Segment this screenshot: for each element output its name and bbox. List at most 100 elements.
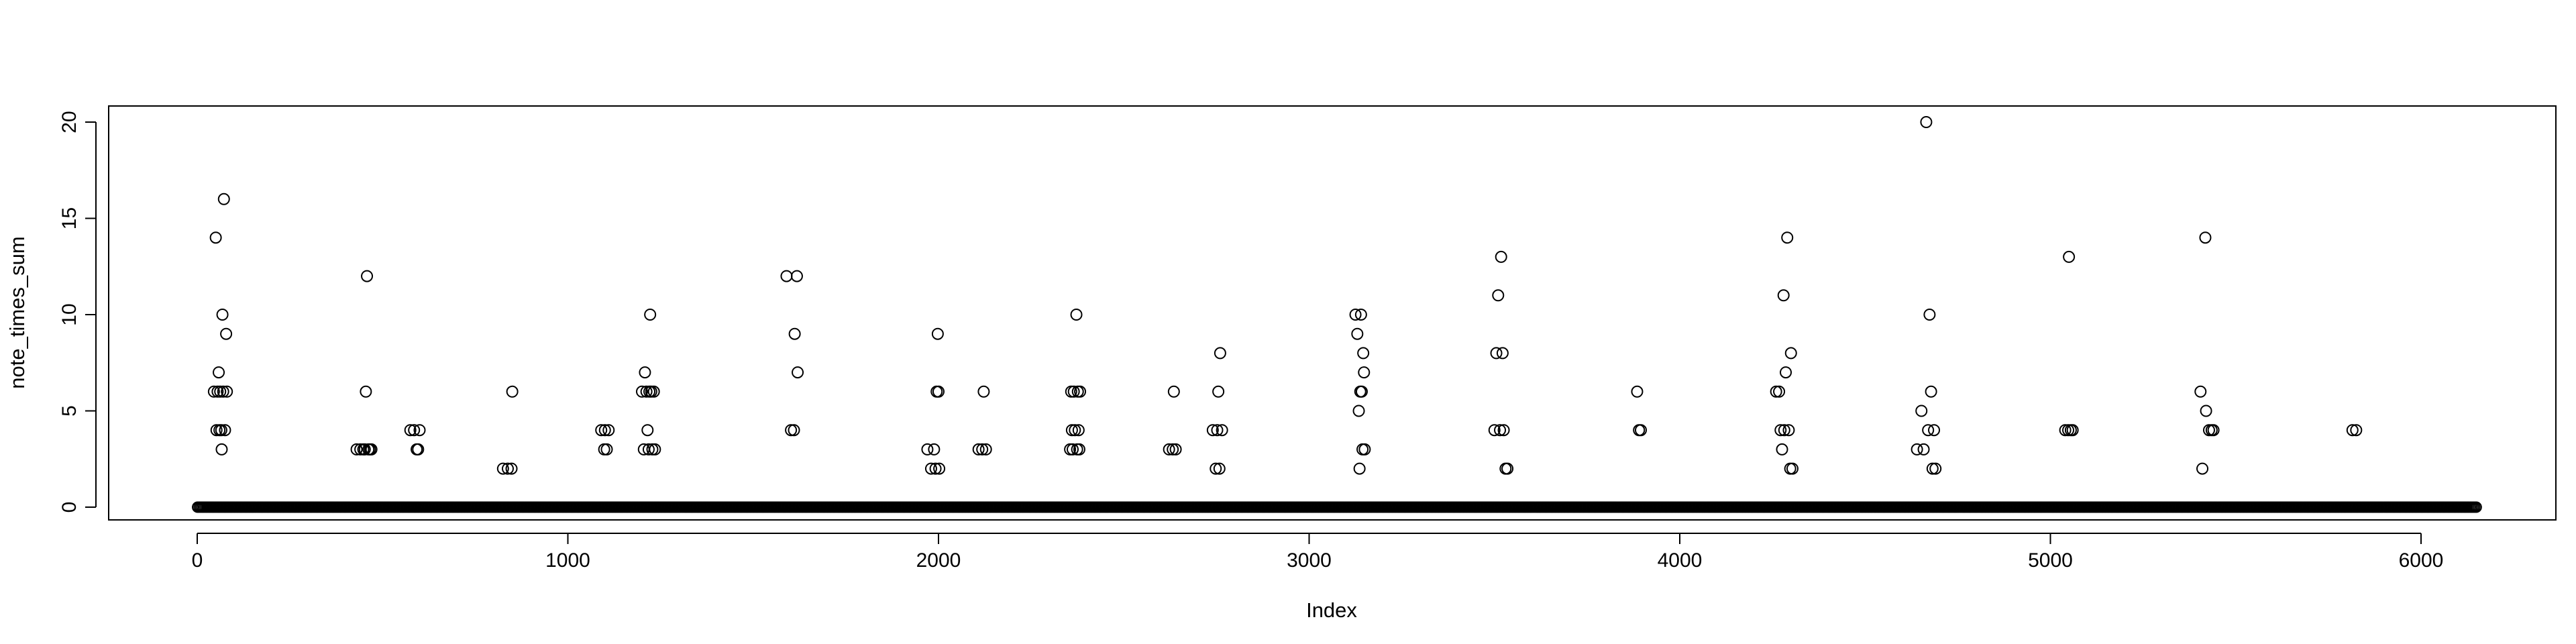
- data-point: [1501, 462, 1514, 475]
- data-point: [1770, 385, 1782, 398]
- data-point: [213, 366, 225, 379]
- data-point: [1488, 424, 1501, 437]
- data-point: [1929, 462, 1942, 475]
- data-point: [929, 462, 942, 475]
- data-point: [1780, 366, 1792, 379]
- data-point: [642, 443, 655, 455]
- data-point: [1354, 309, 1367, 321]
- y-tick-label: 10: [58, 303, 80, 325]
- data-point: [921, 443, 934, 455]
- data-point: [1358, 366, 1371, 379]
- data-points: [207, 116, 2363, 475]
- data-point: [1169, 443, 1182, 455]
- data-point: [408, 424, 421, 437]
- data-point: [1495, 250, 1507, 263]
- data-point: [1920, 116, 1933, 128]
- data-point: [1781, 231, 1794, 244]
- data-point: [931, 327, 944, 340]
- baseline-points: [192, 501, 2482, 513]
- data-point: [641, 424, 654, 437]
- data-point: [595, 424, 608, 437]
- data-point: [413, 424, 426, 437]
- y-axis: 0 5 10 15 20: [58, 111, 97, 513]
- x-tick-label: 3000: [1287, 549, 1332, 572]
- data-point: [2196, 462, 2209, 475]
- data-point: [639, 366, 651, 379]
- y-tick-label: 0: [58, 502, 80, 513]
- data-point: [1774, 424, 1787, 437]
- data-point: [1776, 443, 1788, 455]
- data-point: [1778, 424, 1790, 437]
- data-point: [216, 309, 229, 321]
- data-point: [221, 385, 233, 398]
- data-point: [1074, 385, 1087, 398]
- data-point: [209, 231, 222, 244]
- data-point: [1925, 385, 1937, 398]
- data-point: [636, 385, 648, 398]
- data-point: [1357, 347, 1370, 360]
- data-point: [1496, 347, 1509, 360]
- x-axis-label: Index: [1306, 598, 1357, 622]
- data-point: [932, 385, 945, 398]
- data-point: [1351, 327, 1364, 340]
- data-point: [1355, 385, 1368, 398]
- data-point: [1358, 443, 1371, 455]
- data-point: [496, 462, 509, 475]
- data-point: [976, 443, 989, 455]
- data-point: [1915, 405, 1928, 417]
- y-axis-label: note_times_sum: [5, 236, 29, 388]
- data-point: [972, 443, 985, 455]
- data-point: [1631, 385, 1644, 398]
- data-point: [1210, 462, 1222, 475]
- data-point: [2346, 424, 2359, 437]
- data-point: [977, 385, 990, 398]
- data-point: [1926, 462, 1939, 475]
- data-point: [788, 327, 801, 340]
- data-point: [217, 193, 230, 205]
- x-tick-label: 6000: [2399, 549, 2444, 572]
- data-point: [1634, 424, 1647, 437]
- data-point: [2194, 385, 2207, 398]
- y-tick-label: 15: [58, 207, 80, 229]
- data-point: [365, 443, 378, 455]
- data-point: [210, 424, 223, 437]
- data-point: [1497, 424, 1510, 437]
- data-point: [2059, 424, 2072, 437]
- data-point: [360, 385, 372, 398]
- data-point: [788, 424, 800, 437]
- data-point: [1073, 443, 1085, 455]
- data-point: [219, 424, 231, 437]
- data-point: [1214, 347, 1226, 360]
- data-point: [1773, 385, 1786, 398]
- data-point: [598, 443, 610, 455]
- data-point: [1163, 443, 1175, 455]
- data-point: [506, 385, 519, 398]
- data-point: [1213, 462, 1226, 475]
- data-point: [2350, 424, 2363, 437]
- data-point: [1922, 424, 1935, 437]
- data-point: [412, 443, 425, 455]
- data-point: [979, 443, 992, 455]
- data-point: [1167, 385, 1180, 398]
- data-point: [207, 385, 220, 398]
- data-point: [350, 443, 363, 455]
- data-point: [644, 309, 657, 321]
- data-point: [640, 385, 653, 398]
- x-axis: 0 1000 2000 3000 4000 5000 6000: [192, 533, 2444, 572]
- data-point: [1786, 462, 1799, 475]
- data-point: [1917, 443, 1930, 455]
- data-point: [214, 385, 227, 398]
- data-point: [501, 462, 514, 475]
- data-point: [1353, 462, 1366, 475]
- data-point: [2066, 424, 2079, 437]
- plot-box: [108, 105, 2557, 521]
- data-point: [505, 462, 518, 475]
- data-point: [358, 443, 371, 455]
- x-tick-label: 4000: [1658, 549, 1703, 572]
- data-point: [1065, 424, 1078, 437]
- data-point: [1072, 424, 1085, 437]
- data-point: [1352, 405, 1365, 417]
- x-tick-label: 2000: [916, 549, 961, 572]
- data-point: [1069, 424, 1081, 437]
- data-point: [1490, 347, 1503, 360]
